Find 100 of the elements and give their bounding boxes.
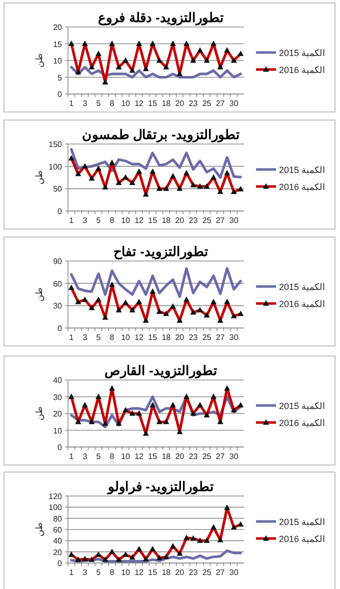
x-tick-label: 27 [216, 333, 226, 342]
x-tick-label: 27 [216, 99, 226, 108]
x-tick-label: 12 [134, 216, 144, 225]
x-tick-label: 30 [229, 216, 239, 225]
x-tick-label: 8 [110, 333, 115, 342]
y-tick-label: 150 [48, 140, 63, 149]
x-tick-label: 8 [110, 99, 115, 108]
x-tick-label: 3 [82, 333, 88, 342]
x-tick-label: 1 [69, 333, 74, 342]
y-tick-label: 120 [48, 492, 63, 501]
y-tick-label: 40 [53, 536, 63, 546]
x-tick-label: 18 [162, 568, 172, 577]
y-tick-label: 0 [58, 443, 63, 452]
x-tick-label: 20 [175, 216, 185, 225]
legend-label: الكمية 2015 [279, 48, 326, 58]
x-tick-label: 5 [96, 568, 102, 577]
x-tick-label: 10 [121, 333, 131, 342]
x-tick-label: 5 [96, 333, 102, 342]
x-tick-label: 3 [82, 216, 88, 225]
x-tick-label: 25 [202, 333, 212, 342]
x-tick-label: 18 [162, 452, 172, 461]
line-series [70, 66, 242, 79]
legend-label: الكمية 2015 [279, 401, 326, 411]
x-tick-label: 5 [96, 99, 102, 108]
x-tick-label: 20 [175, 568, 185, 577]
x-tick-label: 5 [96, 452, 102, 461]
chart-title: تطورالتزويد- برتقال طمسون [82, 127, 240, 143]
x-tick-label: 12 [134, 99, 144, 108]
legend-label: الكمية 2016 [279, 65, 326, 75]
x-tick-label: 15 [148, 333, 158, 342]
y-tick-label: 0 [58, 559, 63, 568]
x-tick-label: 20 [175, 99, 185, 108]
legend-label: الكمية 2015 [279, 282, 326, 292]
line-series [70, 549, 242, 563]
x-tick-label: 3 [82, 568, 88, 577]
x-tick-label: 23 [188, 452, 198, 461]
x-tick-label: 23 [188, 568, 198, 577]
x-tick-label: 30 [229, 568, 239, 577]
x-tick-label: 25 [202, 452, 212, 461]
x-tick-label: 30 [229, 333, 239, 342]
x-tick-label: 27 [216, 568, 226, 577]
x-tick-label: 12 [134, 452, 144, 461]
x-tick-label: 12 [134, 568, 144, 577]
y-tick-label: 40 [53, 376, 63, 385]
x-tick-label: 3 [82, 452, 88, 461]
x-tick-label: 18 [162, 99, 172, 108]
x-tick-label: 23 [188, 99, 198, 108]
x-tick-label: 10 [121, 452, 131, 461]
chart-title: تطورالتزويد- دقلة فروع [98, 10, 224, 26]
y-tick-label: 100 [48, 503, 63, 512]
chart-title: تطورالتزويد- القارص [104, 363, 218, 379]
y-axis-title: طن [34, 406, 45, 420]
y-tick-label: 0 [58, 207, 63, 216]
chart-title: تطورالتزويد- تفاح [114, 244, 208, 260]
x-tick-label: 10 [121, 216, 131, 225]
y-tick-label: 0 [58, 324, 63, 333]
y-tick-label: 30 [53, 392, 63, 402]
x-tick-label: 1 [69, 452, 74, 461]
legend-label: الكمية 2016 [279, 299, 326, 309]
x-tick-label: 20 [175, 452, 185, 461]
x-tick-label: 15 [148, 452, 158, 461]
x-tick-label: 1 [69, 568, 74, 577]
x-tick-label: 15 [148, 216, 158, 225]
x-tick-label: 12 [134, 333, 144, 342]
x-tick-label: 23 [188, 333, 198, 342]
x-tick-label: 23 [188, 216, 198, 225]
x-tick-label: 30 [229, 452, 239, 461]
x-tick-label: 3 [82, 99, 88, 108]
chart-title: تطورالتزويد- فراولو [107, 479, 214, 495]
x-tick-label: 27 [216, 216, 226, 225]
x-tick-label: 15 [148, 99, 158, 108]
y-tick-label: 0 [58, 90, 63, 99]
legend-label: الكمية 2016 [279, 182, 326, 192]
legend-label: الكمية 2015 [279, 517, 326, 527]
x-tick-label: 25 [202, 99, 212, 108]
line-series [70, 267, 242, 298]
legend-label: الكمية 2016 [279, 418, 326, 428]
y-tick-label: 10 [53, 56, 63, 66]
x-tick-label: 25 [202, 216, 212, 225]
x-tick-label: 1 [69, 99, 74, 108]
x-tick-label: 30 [229, 99, 239, 108]
y-tick-label: 5 [58, 73, 63, 82]
x-tick-label: 15 [148, 568, 158, 577]
y-axis-title: طن [34, 54, 45, 68]
x-tick-label: 20 [175, 333, 185, 342]
y-tick-label: 60 [53, 526, 63, 534]
x-tick-label: 10 [121, 99, 131, 108]
x-tick-label: 27 [216, 452, 226, 461]
y-tick-label: 80 [53, 514, 63, 524]
legend-label: الكمية 2015 [279, 165, 326, 175]
x-tick-label: 8 [110, 568, 115, 577]
x-tick-label: 10 [121, 568, 131, 577]
y-tick-label: 20 [53, 548, 63, 557]
x-tick-label: 18 [162, 216, 172, 225]
x-tick-label: 1 [69, 216, 74, 225]
y-tick-label: 30 [53, 302, 63, 311]
y-tick-label: 10 [53, 426, 63, 436]
x-tick-label: 18 [162, 333, 172, 342]
line-series [70, 148, 242, 179]
y-tick-label: 90 [53, 257, 63, 266]
